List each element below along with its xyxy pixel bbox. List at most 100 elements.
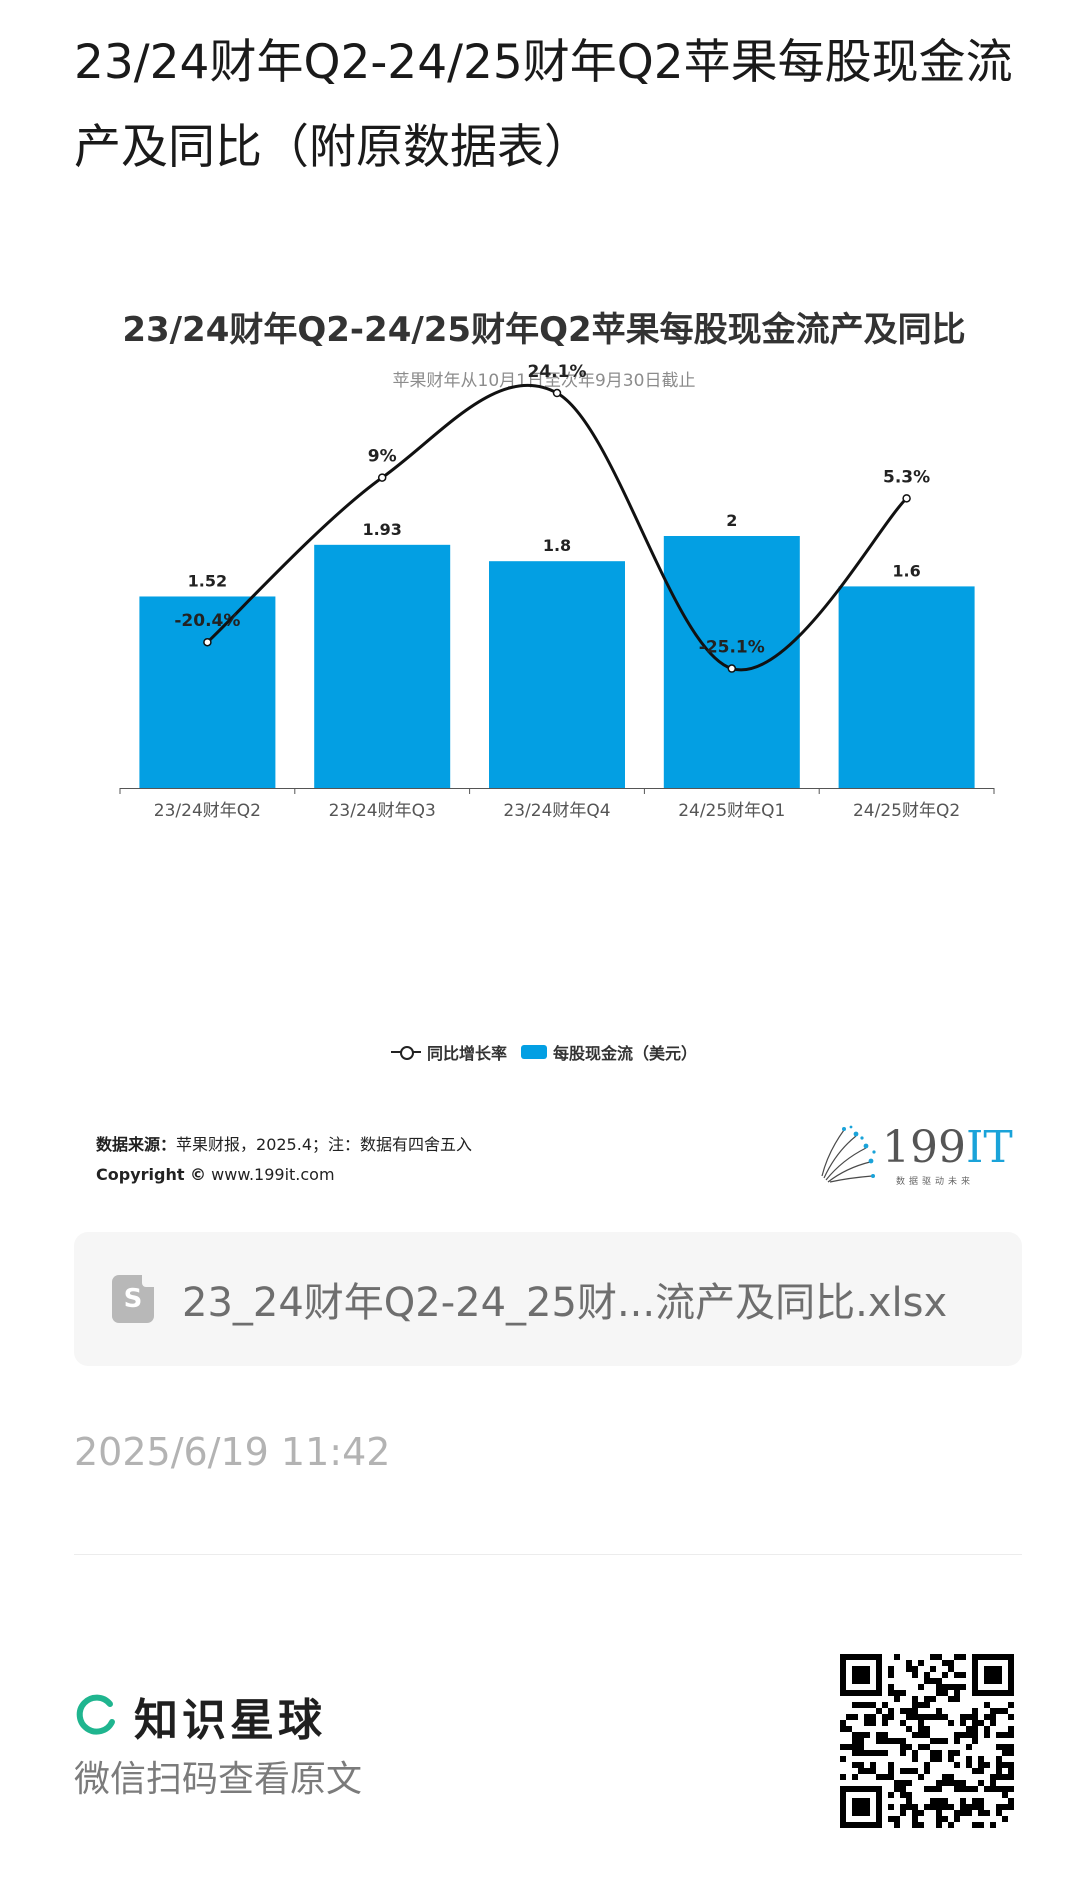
qr-module: [972, 1786, 978, 1792]
qr-module: [930, 1666, 936, 1672]
qr-module: [900, 1810, 906, 1816]
qr-module: [918, 1726, 924, 1732]
qr-module: [882, 1720, 888, 1726]
qr-module: [936, 1798, 942, 1804]
qr-module: [864, 1768, 870, 1774]
legend-item-cashflow: 每股现金流（美元）: [521, 1040, 697, 1064]
qr-module: [960, 1720, 966, 1726]
qr-module: [882, 1732, 888, 1738]
qr-module: [840, 1774, 846, 1780]
qr-module: [1008, 1804, 1014, 1810]
qr-finder: [972, 1654, 978, 1696]
qr-module: [990, 1786, 996, 1792]
qr-module: [882, 1738, 888, 1744]
post-title: 23/24财年Q2-24/25财年Q2苹果每股现金流产及同比（附原数据表）: [74, 35, 1013, 175]
attachment-card[interactable]: S 23_24财年Q2-24_25财...流产及同比.xlsx: [74, 1232, 1022, 1366]
qr-module: [876, 1774, 882, 1780]
qr-module: [906, 1768, 912, 1774]
qr-module: [912, 1816, 918, 1822]
qr-module: [1002, 1786, 1008, 1792]
growth-value-label: -25.1%: [699, 638, 765, 658]
qr-module: [990, 1714, 996, 1720]
qr-module: [924, 1744, 930, 1750]
qr-module: [918, 1660, 924, 1666]
qr-module: [942, 1660, 948, 1666]
qr-module: [888, 1708, 894, 1714]
qr-module: [918, 1684, 924, 1690]
qr-module: [936, 1684, 942, 1690]
qr-module: [906, 1714, 912, 1720]
qr-module: [1008, 1768, 1014, 1774]
qr-module: [876, 1738, 882, 1744]
qr-module: [942, 1738, 948, 1744]
qr-module: [954, 1738, 960, 1744]
qr-module: [948, 1822, 954, 1828]
qr-module: [966, 1786, 972, 1792]
qr-module: [996, 1756, 1002, 1762]
qr-module: [876, 1750, 882, 1756]
qr-module: [966, 1714, 972, 1720]
qr-module: [924, 1762, 930, 1768]
qr-module: [1008, 1774, 1014, 1780]
x-tick-label: 23/24财年Q3: [329, 801, 436, 821]
qr-module: [984, 1702, 990, 1708]
qr-module: [912, 1804, 918, 1810]
attachment-file-name[interactable]: 23_24财年Q2-24_25财...流产及同比.xlsx: [182, 1280, 948, 1326]
qr-module: [954, 1684, 960, 1690]
qr-module: [1002, 1708, 1008, 1714]
qr-module: [936, 1810, 942, 1816]
qr-module: [954, 1750, 960, 1756]
qr-module: [960, 1786, 966, 1792]
app-name: 知识星球: [134, 1695, 326, 1746]
qr-module: [1002, 1774, 1008, 1780]
qr-module: [972, 1726, 978, 1732]
bar-value-label: 1.8: [543, 536, 571, 555]
qr-module: [852, 1732, 858, 1738]
qr-module: [924, 1714, 930, 1720]
qr-module: [966, 1744, 972, 1750]
qr-module: [960, 1684, 966, 1690]
qr-module: [972, 1798, 978, 1804]
qr-module: [852, 1702, 858, 1708]
qr-module: [870, 1750, 876, 1756]
qr-module: [948, 1774, 954, 1780]
qr-module: [912, 1810, 918, 1816]
qr-module: [924, 1726, 930, 1732]
qr-module: [924, 1702, 930, 1708]
qr-module: [894, 1822, 900, 1828]
qr-code[interactable]: [840, 1654, 1014, 1828]
qr-module: [924, 1768, 930, 1774]
qr-module: [906, 1780, 912, 1786]
spreadsheet-file-icon: S: [112, 1275, 154, 1323]
bar-swatch-icon: [521, 1045, 547, 1059]
qr-module: [858, 1744, 864, 1750]
qr-module: [936, 1654, 942, 1660]
qr-module: [960, 1714, 966, 1720]
qr-module: [972, 1708, 978, 1714]
qr-module: [906, 1804, 912, 1810]
qr-module: [972, 1804, 978, 1810]
qr-module: [954, 1654, 960, 1660]
qr-module: [840, 1744, 846, 1750]
qr-module: [972, 1732, 978, 1738]
growth-value-label: 24.1%: [528, 362, 587, 382]
qr-module: [996, 1732, 1002, 1738]
qr-module: [918, 1732, 924, 1738]
qr-module: [900, 1738, 906, 1744]
qr-module: [1008, 1744, 1014, 1750]
qr-module: [870, 1714, 876, 1720]
qr-module: [960, 1798, 966, 1804]
copyright-text: www.199it.com: [211, 1165, 335, 1184]
qr-module: [990, 1774, 996, 1780]
legend-label-cashflow: 每股现金流（美元）: [553, 1044, 698, 1063]
bar-value-label: 2: [726, 511, 737, 530]
qr-module: [906, 1660, 912, 1666]
qr-module: [870, 1702, 876, 1708]
qr-module: [972, 1738, 978, 1744]
qr-module: [894, 1654, 900, 1660]
qr-module: [846, 1744, 852, 1750]
post-timestamp: 2025/6/19 11:42: [74, 1430, 391, 1474]
qr-module: [936, 1816, 942, 1822]
qr-module: [930, 1798, 936, 1804]
qr-finder: [840, 1654, 846, 1696]
